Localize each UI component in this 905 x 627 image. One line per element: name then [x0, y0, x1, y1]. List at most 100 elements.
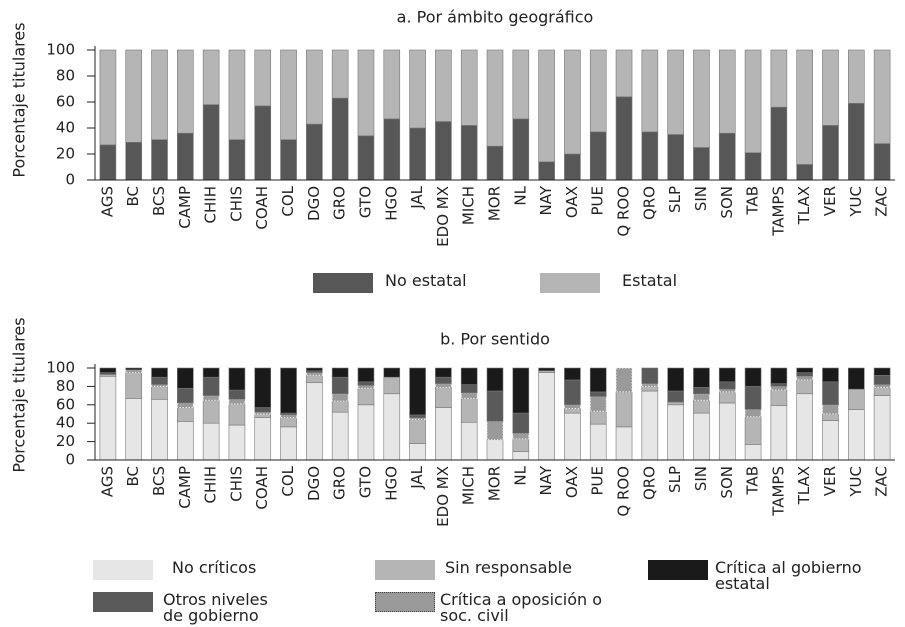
bar-segment	[744, 386, 762, 410]
bar-segment	[486, 390, 504, 422]
x-tick-label: MICH	[460, 466, 478, 505]
bar-segment	[486, 367, 504, 392]
bar-segment	[177, 387, 194, 404]
legend-swatch	[93, 560, 153, 580]
bar-segment	[615, 96, 633, 181]
x-tick-label: AGS	[98, 186, 116, 217]
x-tick-label: QRO	[640, 466, 658, 500]
y-tick-label: 80	[56, 67, 75, 85]
x-tick-label: VER	[821, 186, 839, 216]
bar-segment	[847, 367, 865, 390]
x-tick-label: AGS	[98, 466, 116, 497]
bar-segment	[409, 127, 426, 181]
bar-segment	[306, 123, 323, 181]
bar-segment	[796, 164, 813, 181]
bar-segment	[770, 367, 788, 384]
bar-segment	[693, 412, 710, 461]
bar-segment	[589, 49, 607, 133]
bar-segment	[667, 404, 684, 461]
bar-segment	[357, 135, 375, 181]
bar-segment	[589, 396, 607, 412]
bar-segment	[796, 393, 813, 461]
x-tick-label: ZAC	[873, 466, 891, 497]
bar-segment	[718, 381, 736, 390]
bar-segment	[744, 367, 762, 387]
bar-segment	[486, 439, 504, 461]
bar-segment	[744, 152, 762, 181]
bar-segment	[357, 49, 375, 137]
bar-segment	[538, 372, 555, 461]
bar-segment	[589, 367, 607, 393]
legend-label: No críticos	[172, 558, 257, 577]
bar-segment	[512, 118, 530, 181]
x-tick-label: ZAC	[873, 186, 891, 217]
bar-segment	[873, 375, 891, 385]
bar-segment	[641, 131, 659, 181]
bar-segment	[822, 420, 839, 461]
bar-segment	[151, 376, 168, 385]
bar-segment	[254, 407, 272, 413]
bar-segment	[434, 383, 452, 388]
bar-segment	[254, 367, 272, 408]
bar-segment	[280, 139, 297, 181]
bar-segment	[306, 49, 323, 125]
bar-segment	[564, 408, 581, 414]
bar-segment	[151, 398, 168, 461]
bar-segment	[99, 144, 117, 181]
bar-segment	[822, 49, 839, 126]
bar-segment	[873, 395, 891, 461]
y-axis-label: Porcentaje titulares	[10, 317, 29, 472]
y-tick-label: 20	[56, 432, 75, 450]
bar-segment	[280, 367, 297, 414]
bar-segment	[331, 97, 349, 181]
bar-segment	[615, 426, 633, 461]
y-tick-label: 0	[65, 171, 75, 189]
x-tick-label: GRO	[331, 186, 349, 220]
bar-segment	[202, 422, 220, 461]
x-tick-label: CHIS	[227, 466, 245, 502]
bar-segment	[460, 367, 478, 385]
x-tick-label: COAH	[253, 466, 271, 510]
bar-segment	[512, 367, 530, 414]
bar-segment	[873, 384, 891, 388]
x-tick-label: TLAX	[795, 186, 813, 225]
bar-segment	[615, 49, 633, 98]
bar-segment	[873, 387, 891, 396]
bar-segment	[383, 49, 401, 120]
bar-segment	[486, 49, 504, 147]
bar-segment	[151, 49, 168, 140]
x-tick-label: COL	[279, 185, 297, 216]
y-tick-label: 40	[56, 119, 75, 137]
bar-segment	[280, 49, 297, 140]
bar-segment	[357, 404, 375, 461]
x-tick-label: OAX	[563, 466, 581, 498]
bar-segment	[383, 367, 401, 378]
bar-segment	[202, 376, 220, 396]
bar-segment	[641, 49, 659, 133]
bar-segment	[460, 398, 478, 423]
x-tick-label: JAL	[408, 465, 426, 489]
x-tick-label: HGO	[382, 186, 400, 221]
bar-segment	[538, 367, 555, 372]
x-tick-label: YUC	[847, 466, 865, 498]
x-tick-label: NAY	[537, 465, 555, 495]
legend-swatch	[375, 560, 435, 580]
x-tick-label: Q ROO	[615, 466, 633, 517]
bar-segment	[873, 143, 891, 181]
bar-segment	[641, 390, 659, 461]
bar-segment	[357, 384, 375, 389]
bar-segment	[873, 367, 891, 376]
x-tick-label: TAMPS	[769, 186, 787, 237]
x-tick-label: CAMP	[176, 466, 194, 509]
bar-segment	[357, 367, 375, 383]
bar-segment	[176, 402, 194, 409]
bar-segment	[615, 367, 633, 393]
legend-label: No estatal	[385, 271, 467, 290]
bar-segment	[125, 367, 143, 371]
bar-segment	[744, 444, 762, 461]
x-tick-label: COL	[279, 465, 297, 496]
y-axis-label: Porcentaje titulares	[10, 22, 29, 177]
bar-segment	[718, 49, 736, 134]
bar-segment	[641, 367, 659, 384]
bar-segment	[770, 385, 788, 391]
